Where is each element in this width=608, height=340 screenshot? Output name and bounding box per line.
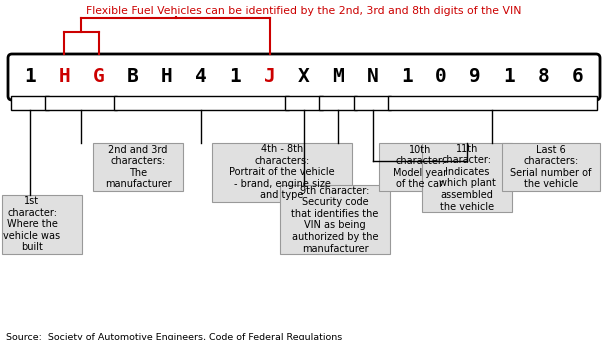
- Text: Flexible Fuel Vehicles can be identified by the 2nd, 3rd and 8th digits of the V: Flexible Fuel Vehicles can be identified…: [86, 6, 522, 16]
- Text: 0: 0: [435, 68, 447, 86]
- Text: 1st
character:
Where the
vehicle was
built: 1st character: Where the vehicle was bui…: [4, 196, 61, 252]
- Bar: [502, 143, 600, 191]
- Text: 1: 1: [401, 68, 413, 86]
- Text: 10th
character:
Model year
of the car: 10th character: Model year of the car: [393, 144, 447, 189]
- Text: 8: 8: [538, 68, 550, 86]
- Bar: [319, 96, 357, 110]
- Bar: [285, 96, 323, 110]
- Text: X: X: [298, 68, 310, 86]
- Text: 1: 1: [230, 68, 241, 86]
- Text: B: B: [127, 68, 139, 86]
- Bar: [93, 143, 183, 191]
- Text: 6: 6: [572, 68, 584, 86]
- Bar: [114, 96, 289, 110]
- Text: 4: 4: [195, 68, 207, 86]
- Text: 11th
character:
Indicates
which plant
assembled
the vehicle: 11th character: Indicates which plant as…: [438, 143, 496, 211]
- Text: J: J: [264, 68, 275, 86]
- Text: 9th character:
Security code
that identifies the
VIN as being
authorized by the
: 9th character: Security code that identi…: [291, 186, 379, 254]
- Bar: [379, 143, 461, 191]
- Text: H: H: [58, 68, 70, 86]
- Bar: [280, 185, 390, 254]
- Bar: [11, 96, 49, 110]
- Bar: [422, 143, 512, 212]
- Text: Last 6
characters:
Serial number of
the vehicle: Last 6 characters: Serial number of the …: [510, 144, 592, 189]
- Text: Source:  Society of Automotive Engineers, Code of Federal Regulations: Source: Society of Automotive Engineers,…: [6, 333, 342, 340]
- Text: 9: 9: [469, 68, 481, 86]
- Text: 1: 1: [24, 68, 36, 86]
- Text: 1: 1: [503, 68, 516, 86]
- Bar: [212, 143, 352, 202]
- Text: M: M: [333, 68, 344, 86]
- Text: N: N: [367, 68, 378, 86]
- Text: H: H: [161, 68, 173, 86]
- Bar: [2, 195, 82, 254]
- Text: G: G: [92, 68, 105, 86]
- Bar: [46, 96, 117, 110]
- Bar: [354, 96, 392, 110]
- Text: 4th - 8th
characters:
Portrait of the vehicle
- brand, engine size
and type: 4th - 8th characters: Portrait of the ve…: [229, 144, 335, 201]
- FancyBboxPatch shape: [8, 54, 600, 100]
- Bar: [388, 96, 597, 110]
- Text: 2nd and 3rd
characters:
The
manufacturer: 2nd and 3rd characters: The manufacturer: [105, 144, 171, 189]
